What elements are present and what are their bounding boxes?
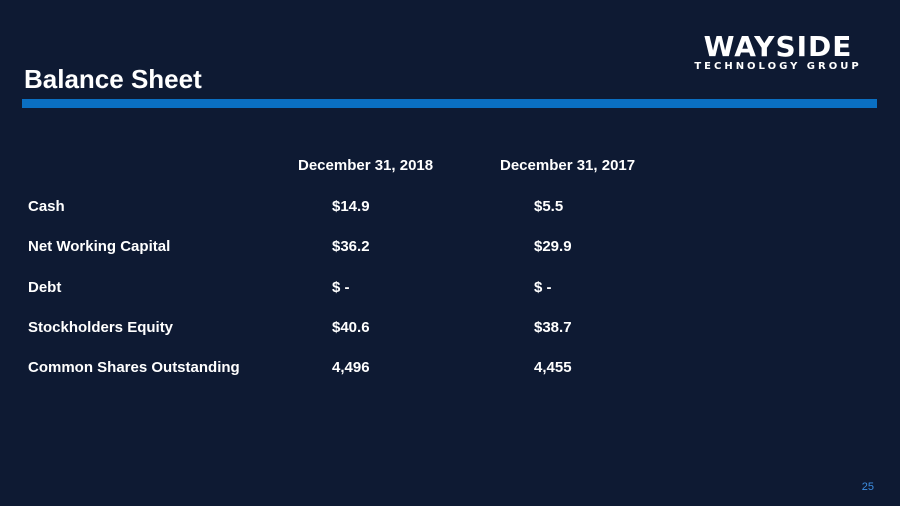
value-2017: 4,455 <box>534 359 572 376</box>
column-header-2018: December 31, 2018 <box>298 157 434 174</box>
row-label: Common Shares Outstanding <box>28 359 240 376</box>
value-2018: $36.2 <box>332 238 370 255</box>
value-2017: $ - <box>534 279 552 296</box>
value-2018: $ - <box>332 279 350 296</box>
logo-wordmark: WAYSIDE <box>703 30 853 63</box>
table-row: Stockholders Equity $40.6 $38.7 <box>0 317 900 339</box>
value-2018: 4,496 <box>332 359 370 376</box>
company-logo: WAYSIDE TECHNOLOGY GROUP <box>676 32 880 76</box>
value-2017: $5.5 <box>534 198 564 215</box>
logo-tagline: TECHNOLOGY GROUP <box>694 61 862 72</box>
table-row: Debt $ - $ - <box>0 277 900 299</box>
column-header-2017: December 31, 2017 <box>500 157 636 174</box>
value-2017: $29.9 <box>534 238 572 255</box>
slide-title: Balance Sheet <box>24 64 202 94</box>
table-row: Net Working Capital $36.2 $29.9 <box>0 236 900 258</box>
value-2018: $40.6 <box>332 319 370 336</box>
table-row: Cash $14.9 $5.5 <box>0 196 900 218</box>
table-row: Common Shares Outstanding 4,496 4,455 <box>0 357 900 379</box>
page-number: 25 <box>861 481 874 493</box>
row-label: Stockholders Equity <box>28 319 174 336</box>
row-label: Cash <box>28 198 65 215</box>
row-label: Net Working Capital <box>28 238 171 255</box>
title-divider <box>22 99 877 108</box>
value-2018: $14.9 <box>332 198 370 215</box>
row-label: Debt <box>28 279 62 296</box>
value-2017: $38.7 <box>534 319 572 336</box>
